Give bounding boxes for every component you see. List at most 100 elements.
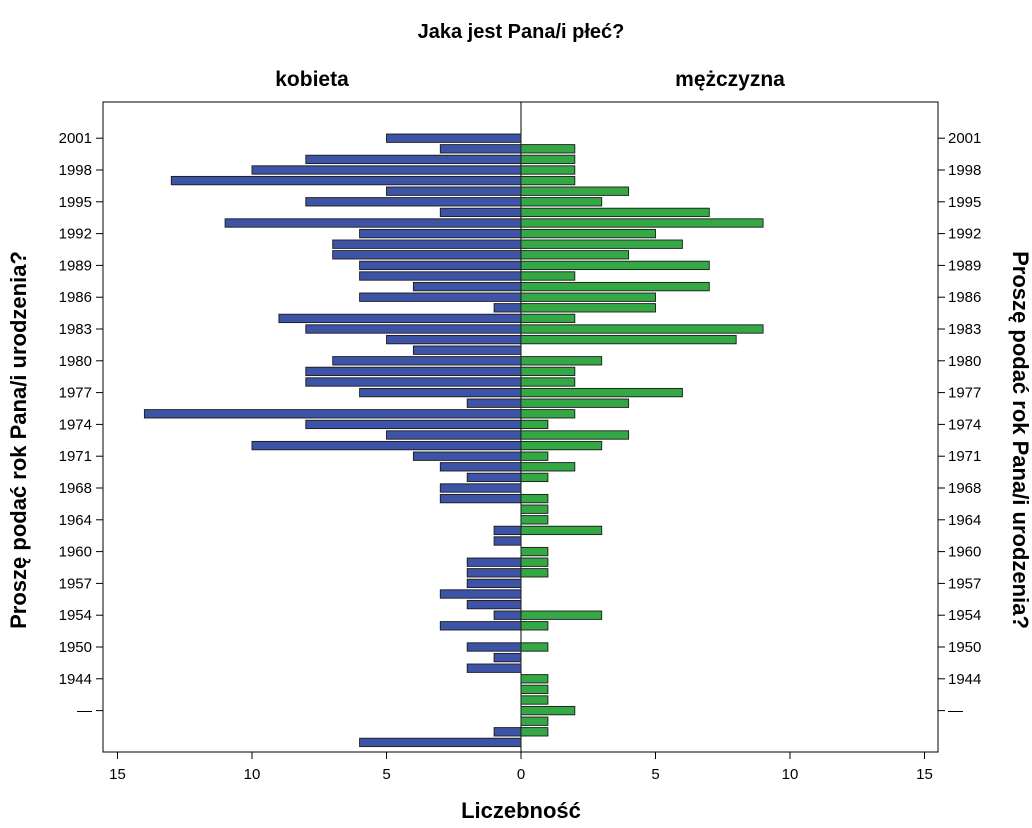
bar-left-20 <box>412 345 522 355</box>
bar-left-9 <box>359 228 522 239</box>
y-tick-label-left-8: 1977 <box>59 385 92 402</box>
y-tick-label-left-7: 1980 <box>59 353 92 370</box>
x-tick-label-3: 0 <box>517 766 525 783</box>
bar-right-26 <box>520 409 576 419</box>
bar-right-5 <box>520 186 630 196</box>
bar-left-13 <box>359 271 522 281</box>
y-tick-label-left-9: 1974 <box>59 416 92 433</box>
bar-left-23 <box>305 377 522 387</box>
bar-right-46 <box>520 621 549 631</box>
x-tick-label-6: 15 <box>916 766 933 783</box>
bar-left-49 <box>493 652 522 663</box>
y-tick-label-right-7: 1980 <box>948 353 981 370</box>
y-tick-label-left-5: 1986 <box>59 289 92 306</box>
bar-right-4 <box>520 175 576 186</box>
bar-left-32 <box>466 472 522 483</box>
bar-left-24 <box>359 387 522 398</box>
bar-left-29 <box>251 440 522 451</box>
x-axis-title: Liczebność <box>461 798 581 823</box>
bar-right-52 <box>520 684 549 695</box>
bar-left-31 <box>439 462 522 472</box>
bar-right-21 <box>520 356 603 366</box>
panel-label-left: kobieta <box>275 68 349 91</box>
bar-right-28 <box>520 430 630 440</box>
x-tick-label-5: 10 <box>782 766 799 783</box>
bar-right-14 <box>520 281 710 292</box>
bar-right-36 <box>520 515 549 525</box>
bar-left-5 <box>386 186 522 196</box>
bar-right-11 <box>520 250 630 260</box>
bar-right-35 <box>520 504 549 514</box>
bar-right-55 <box>520 716 549 726</box>
y-tick-label-right-12: 1964 <box>948 512 981 529</box>
bar-left-45 <box>493 610 522 620</box>
bar-left-34 <box>439 493 522 504</box>
bar-right-41 <box>520 568 549 578</box>
bar-right-45 <box>520 610 603 620</box>
bar-left-26 <box>143 409 522 419</box>
bar-right-54 <box>520 705 576 716</box>
bar-right-51 <box>520 674 549 684</box>
y-axis-title-right: Proszę podać rok Pana/i urodzenia? <box>1008 251 1032 629</box>
y-tick-label-left-14: 1957 <box>59 575 92 592</box>
bar-left-22 <box>305 366 522 377</box>
x-tick-label-0: 15 <box>109 766 126 783</box>
bar-left-4 <box>170 175 522 186</box>
y-tick-label-right-15: 1954 <box>948 607 981 624</box>
y-tick-label-right-3: 1992 <box>948 226 981 243</box>
bar-left-37 <box>493 525 522 536</box>
panel-label-right: mężczyzna <box>675 68 785 91</box>
bar-left-0 <box>386 133 522 143</box>
bar-right-25 <box>520 398 630 408</box>
bar-right-6 <box>520 197 603 207</box>
bar-right-56 <box>520 727 549 737</box>
y-tick-label-right-11: 1968 <box>948 480 981 497</box>
y-tick-label-left-2: 1995 <box>59 194 92 211</box>
bar-left-14 <box>412 281 522 292</box>
bar-right-53 <box>520 695 549 705</box>
bar-right-3 <box>520 165 576 175</box>
bar-left-57 <box>359 737 522 748</box>
bar-right-30 <box>520 451 549 461</box>
y-tick-label-right-10: 1971 <box>948 448 981 465</box>
y-tick-label-left-3: 1992 <box>59 226 92 243</box>
bar-left-3 <box>251 165 522 175</box>
y-tick-label-right-14: 1957 <box>948 575 981 592</box>
bar-right-39 <box>520 546 549 557</box>
bar-left-7 <box>439 207 522 218</box>
x-tick-label-4: 5 <box>651 766 659 783</box>
bar-left-18 <box>305 324 522 334</box>
y-tick-label-left-12: 1964 <box>59 512 92 529</box>
bar-right-23 <box>520 377 576 387</box>
y-tick-label-right-18: — <box>948 703 963 720</box>
bar-left-8 <box>224 218 522 228</box>
bar-right-16 <box>520 303 656 313</box>
bar-right-8 <box>520 218 764 228</box>
y-tick-label-right-4: 1989 <box>948 257 981 274</box>
bar-right-22 <box>520 366 576 377</box>
y-tick-label-left-0: 2001 <box>59 130 92 147</box>
bar-left-15 <box>359 292 522 302</box>
bar-right-18 <box>520 324 764 334</box>
y-tick-label-right-6: 1983 <box>948 321 981 338</box>
bar-right-40 <box>520 557 549 567</box>
bar-right-29 <box>520 440 603 451</box>
bar-left-11 <box>332 250 522 260</box>
bar-left-2 <box>305 154 522 165</box>
bar-left-17 <box>278 313 522 324</box>
bar-right-12 <box>520 260 710 271</box>
bar-left-25 <box>466 398 522 408</box>
bar-left-1 <box>439 144 522 154</box>
bar-right-27 <box>520 419 549 430</box>
bar-left-40 <box>466 557 522 567</box>
y-tick-label-left-10: 1971 <box>59 448 92 465</box>
y-axis-title-left: Proszę podać rok Pana/i urodzenia? <box>6 251 31 629</box>
bar-left-6 <box>305 197 522 207</box>
bar-left-56 <box>493 727 522 737</box>
bar-left-48 <box>466 642 522 652</box>
bar-left-12 <box>359 260 522 271</box>
bar-left-27 <box>305 419 522 430</box>
bars-left <box>143 133 522 748</box>
bar-left-41 <box>466 568 522 578</box>
bar-left-10 <box>332 239 522 249</box>
